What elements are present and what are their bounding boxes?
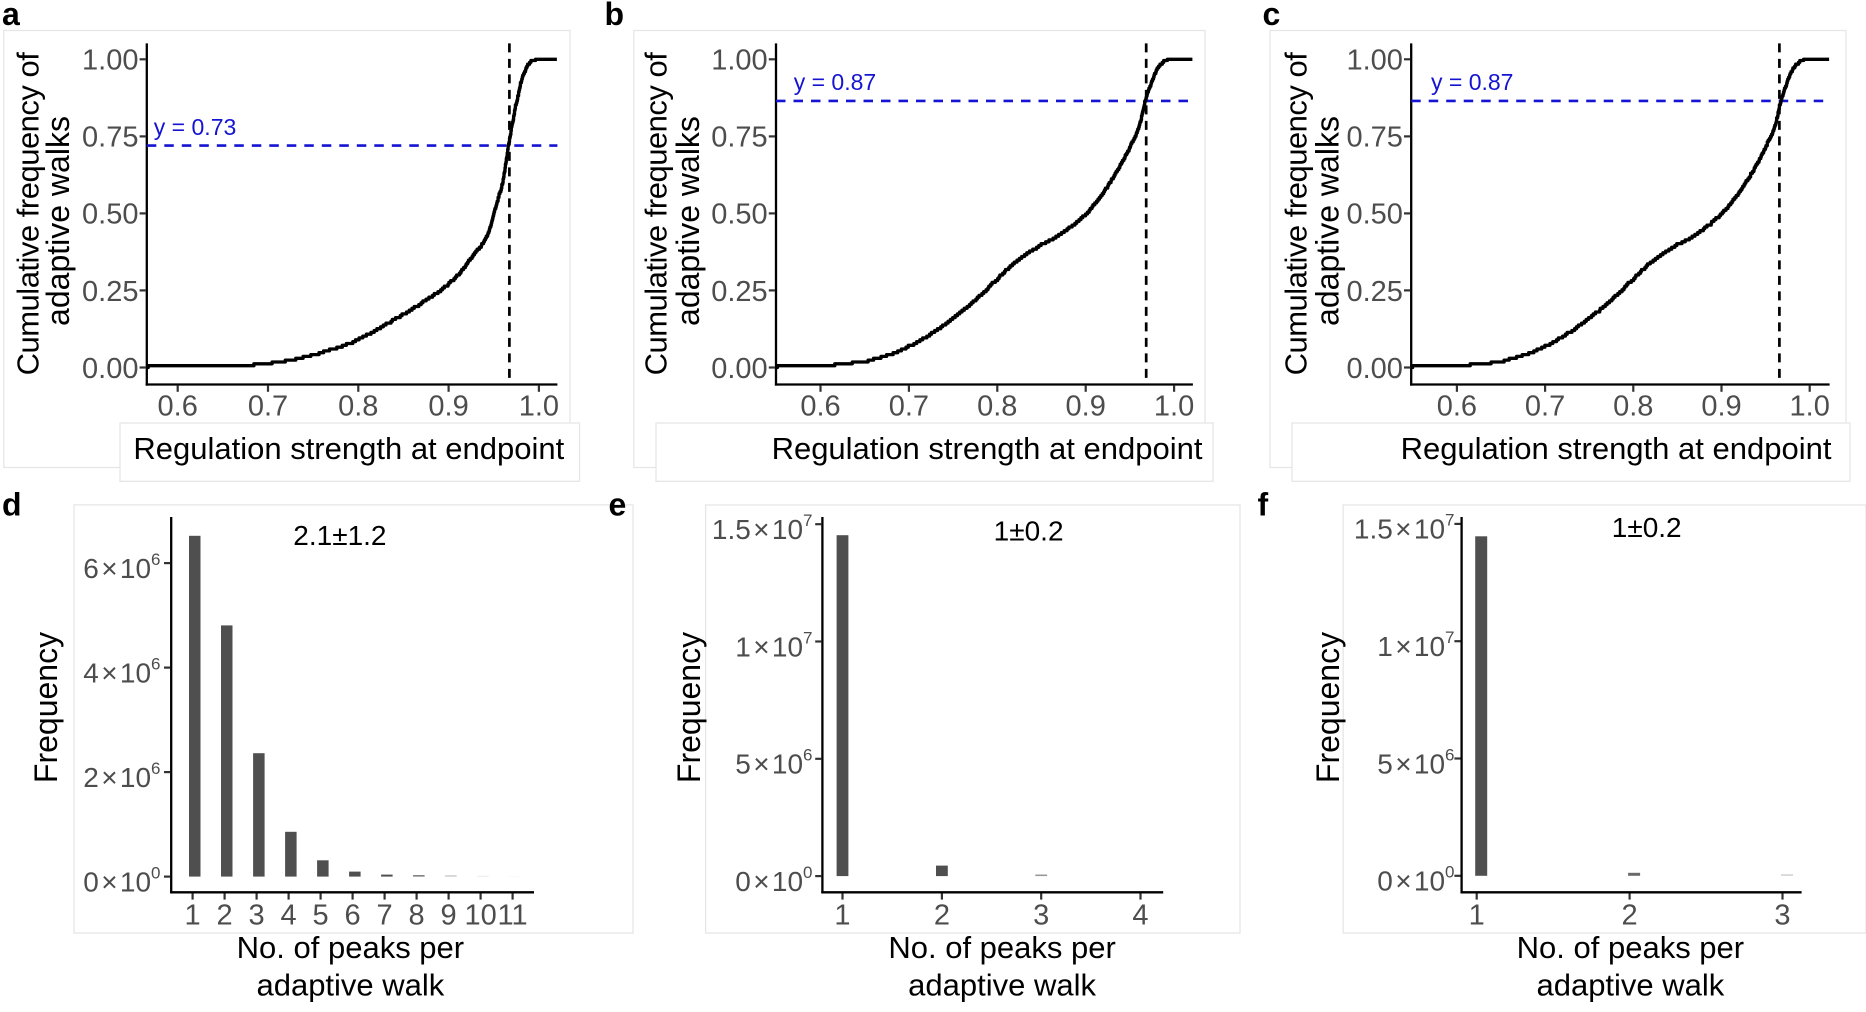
svg-text:0.00: 0.00 (82, 353, 138, 385)
svg-text:y = 0.73: y = 0.73 (154, 114, 236, 140)
svg-text:0.9: 0.9 (428, 390, 468, 422)
svg-text:e: e (609, 487, 627, 523)
svg-text:2.1±1.2: 2.1±1.2 (293, 520, 386, 551)
svg-text:1.0: 1.0 (1790, 390, 1830, 422)
svg-text:0.75: 0.75 (82, 122, 138, 154)
svg-text:10: 10 (464, 899, 496, 931)
svg-text:1 × 107: 1 × 107 (735, 628, 812, 662)
svg-text:f: f (1258, 487, 1269, 523)
svg-text:1: 1 (834, 899, 850, 931)
svg-text:1: 1 (1469, 899, 1485, 931)
svg-text:2 × 106: 2 × 106 (83, 759, 160, 793)
svg-text:2: 2 (217, 899, 233, 931)
svg-text:6: 6 (345, 899, 361, 931)
svg-text:1 × 107: 1 × 107 (1377, 628, 1454, 662)
svg-text:b: b (605, 0, 625, 32)
svg-text:4: 4 (1132, 899, 1148, 931)
svg-text:3: 3 (1774, 899, 1790, 931)
svg-text:2: 2 (934, 899, 950, 931)
svg-text:No. of peaks per: No. of peaks per (1517, 930, 1744, 965)
svg-text:No. of peaks per: No. of peaks per (237, 930, 464, 965)
svg-text:1.0: 1.0 (519, 390, 559, 422)
svg-text:5 × 106: 5 × 106 (735, 746, 812, 780)
svg-text:Cumulative frequency of: Cumulative frequency of (11, 52, 46, 376)
svg-text:adaptive walks: adaptive walks (1310, 116, 1346, 326)
svg-text:1±0.2: 1±0.2 (1612, 512, 1682, 543)
svg-text:Regulation strength at endpoin: Regulation strength at endpoint (1401, 431, 1832, 466)
svg-text:adaptive walk: adaptive walk (1536, 968, 1724, 1003)
svg-text:Frequency: Frequency (1310, 632, 1346, 783)
svg-text:0 × 100: 0 × 100 (735, 863, 812, 897)
svg-text:0.8: 0.8 (977, 390, 1017, 422)
svg-text:c: c (1263, 0, 1281, 32)
svg-text:0.8: 0.8 (1613, 390, 1653, 422)
svg-text:0 × 100: 0 × 100 (1377, 863, 1454, 897)
svg-text:0.7: 0.7 (1525, 390, 1565, 422)
svg-text:d: d (2, 487, 22, 523)
svg-text:4: 4 (281, 899, 297, 931)
svg-text:0.6: 0.6 (1437, 390, 1477, 422)
svg-text:0.50: 0.50 (82, 199, 138, 231)
svg-text:adaptive walks: adaptive walks (40, 116, 76, 326)
svg-text:0.8: 0.8 (338, 390, 378, 422)
svg-text:1.00: 1.00 (82, 45, 138, 77)
svg-text:4 × 106: 4 × 106 (83, 654, 160, 688)
svg-text:0.25: 0.25 (711, 276, 767, 308)
svg-text:9: 9 (441, 899, 457, 931)
svg-text:Regulation strength at endpoin: Regulation strength at endpoint (133, 431, 564, 466)
svg-text:2: 2 (1622, 899, 1638, 931)
svg-text:1: 1 (185, 899, 201, 931)
svg-text:0 × 100: 0 × 100 (83, 863, 160, 897)
svg-text:3: 3 (249, 899, 265, 931)
svg-text:0.6: 0.6 (158, 390, 198, 422)
svg-text:y = 0.87: y = 0.87 (794, 69, 876, 95)
svg-text:0.75: 0.75 (711, 122, 767, 154)
svg-text:11: 11 (498, 899, 528, 931)
svg-text:a: a (2, 0, 20, 32)
svg-text:adaptive walk: adaptive walk (256, 968, 444, 1003)
svg-text:Regulation strength at endpoin: Regulation strength at endpoint (772, 431, 1203, 466)
svg-text:1.00: 1.00 (711, 45, 767, 77)
svg-text:1±0.2: 1±0.2 (994, 515, 1064, 546)
svg-text:Cumulative frequency of: Cumulative frequency of (639, 52, 674, 376)
svg-text:No. of peaks per: No. of peaks per (888, 930, 1115, 965)
svg-text:adaptive walks: adaptive walks (670, 116, 706, 326)
svg-text:0.75: 0.75 (1346, 122, 1402, 154)
svg-text:8: 8 (409, 899, 425, 931)
svg-text:0.6: 0.6 (800, 390, 840, 422)
svg-text:0.9: 0.9 (1066, 390, 1106, 422)
svg-text:1.0: 1.0 (1154, 390, 1194, 422)
svg-text:Frequency: Frequency (28, 632, 64, 783)
svg-text:6 × 106: 6 × 106 (83, 550, 160, 584)
svg-text:0.00: 0.00 (711, 353, 767, 385)
svg-text:1.5 × 107: 1.5 × 107 (1354, 511, 1455, 545)
svg-text:0.7: 0.7 (248, 390, 288, 422)
svg-text:y = 0.87: y = 0.87 (1431, 69, 1513, 95)
svg-text:0.50: 0.50 (711, 199, 767, 231)
svg-text:1.00: 1.00 (1346, 45, 1402, 77)
svg-text:1.5 × 107: 1.5 × 107 (712, 511, 813, 545)
svg-text:7: 7 (377, 899, 393, 931)
svg-text:Frequency: Frequency (671, 632, 707, 783)
svg-text:3: 3 (1033, 899, 1049, 931)
svg-text:0.9: 0.9 (1701, 390, 1741, 422)
svg-text:5: 5 (313, 899, 329, 931)
svg-text:0.50: 0.50 (1346, 199, 1402, 231)
svg-text:0.7: 0.7 (889, 390, 929, 422)
svg-text:0.25: 0.25 (1346, 276, 1402, 308)
svg-text:5 × 106: 5 × 106 (1377, 745, 1454, 779)
svg-text:0.25: 0.25 (82, 276, 138, 308)
svg-text:Cumulative frequency of: Cumulative frequency of (1278, 52, 1313, 376)
svg-text:0.00: 0.00 (1346, 353, 1402, 385)
svg-text:adaptive walk: adaptive walk (908, 968, 1096, 1003)
